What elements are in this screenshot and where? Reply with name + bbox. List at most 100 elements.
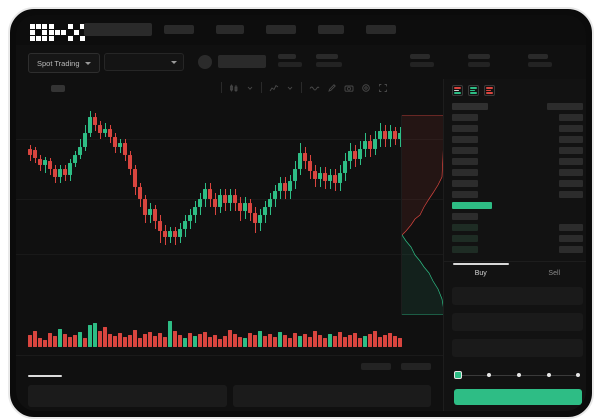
stat-2 [410,54,434,67]
trading-mode-selector[interactable]: Spot Trading [28,53,100,73]
volume-bar [358,338,362,347]
chevron-down-icon [84,61,91,65]
okx-logo-glyph-2 [49,24,66,41]
orders-panel-tabs [16,355,443,378]
okx-logo[interactable] [30,24,85,41]
slider-stop-75[interactable] [547,372,551,377]
pencil-icon[interactable] [327,83,337,93]
timeframe-1[interactable] [51,85,65,92]
volume-bar [218,339,222,347]
volume-bar [198,334,202,347]
volume-bar [303,334,307,347]
slider-stop-100[interactable] [576,372,580,377]
volume-bar [393,336,397,347]
nav-item-2[interactable] [266,25,296,34]
chart-tool-icons [221,82,388,93]
volume-series [28,311,408,347]
volume-bar [253,335,257,347]
volume-bar [148,332,152,347]
device-screen: Spot Trading [16,15,586,411]
search-input[interactable] [84,23,152,36]
slider-handle[interactable] [454,371,462,379]
orders-panel-actions [361,363,431,370]
volume-bar [158,333,162,347]
order-book-ask-row[interactable] [444,156,586,167]
slider-stop-50[interactable] [517,372,521,377]
okx-logo-glyph-3 [68,24,85,41]
both-icon[interactable] [452,85,463,96]
chevron-down-icon[interactable] [246,84,254,92]
tab-sell[interactable]: Sell [548,270,561,277]
order-book-ask-row[interactable] [444,178,586,189]
fullscreen-icon[interactable] [378,83,388,93]
pair-selector[interactable] [104,53,184,71]
orders-action-0[interactable] [361,363,391,370]
order-book-ask-row[interactable] [444,145,586,156]
order-book-ask-row[interactable] [444,134,586,145]
volume-bar [208,337,212,347]
price-chart[interactable] [16,99,443,355]
order-book-rows[interactable] [444,101,586,255]
order-book-ask-row[interactable] [444,167,586,178]
volume-bar [43,340,47,347]
bids-only-icon[interactable] [468,85,479,96]
submit-order-button[interactable] [454,389,582,405]
order-book-bid-row[interactable] [444,244,586,255]
order-type-field[interactable] [452,287,583,305]
order-book-bid-row[interactable] [444,222,586,233]
volume-bar [38,338,42,347]
orders-panel-content [16,377,443,411]
indicators-icon[interactable] [269,83,279,93]
volume-bar [378,337,382,347]
volume-bar [343,337,347,347]
volume-bar [58,329,62,347]
gridline-2 [16,254,443,255]
volume-bar [278,332,282,347]
orders-card-0[interactable] [28,385,227,407]
volume-bar [328,334,332,347]
volume-bar [98,331,102,347]
camera-icon[interactable] [344,83,354,93]
volume-bar [173,331,177,347]
amount-percent-slider[interactable] [454,369,582,381]
screenshot-root: Spot Trading [8,7,594,419]
amount-field[interactable] [452,339,583,357]
orders-card-1[interactable] [232,385,431,407]
price-field[interactable] [452,313,583,331]
order-book-ask-row[interactable] [444,112,586,123]
volume-bar [288,338,292,347]
order-book-bid-row[interactable] [444,211,586,222]
settings-gear-icon[interactable] [361,83,371,93]
order-book-ask-row[interactable] [444,189,586,200]
volume-bar [83,338,87,347]
volume-bar [298,336,302,347]
volume-bar [223,336,227,347]
volume-bar [178,335,182,347]
nav-item-3[interactable] [318,25,344,34]
volume-bar [88,325,92,347]
asks-only-icon[interactable] [484,85,495,96]
nav-item-4[interactable] [366,25,396,34]
candlestick-series [28,103,408,298]
volume-bar [353,333,357,347]
volume-bar [33,331,37,347]
orders-action-1[interactable] [401,363,431,370]
volume-bar [268,334,272,347]
slider-stop-25[interactable] [487,372,491,377]
wave-line-icon[interactable] [309,83,320,93]
order-book-last-price[interactable] [444,200,586,211]
timeframe-buttons [28,85,247,92]
volume-bar [53,336,57,347]
volume-bar [238,337,242,347]
nav-item-1[interactable] [216,25,244,34]
nav-item-0[interactable] [164,25,194,34]
order-book-header[interactable] [444,101,586,112]
volume-bar [363,336,367,347]
order-book-ask-row[interactable] [444,123,586,134]
chevron-down-icon[interactable] [286,84,294,92]
stat-1 [316,54,342,67]
tab-buy[interactable]: Buy [474,270,487,277]
order-book-bid-row[interactable] [444,233,586,244]
candlestick-type-icon[interactable] [229,83,239,93]
volume-bar [188,333,192,347]
